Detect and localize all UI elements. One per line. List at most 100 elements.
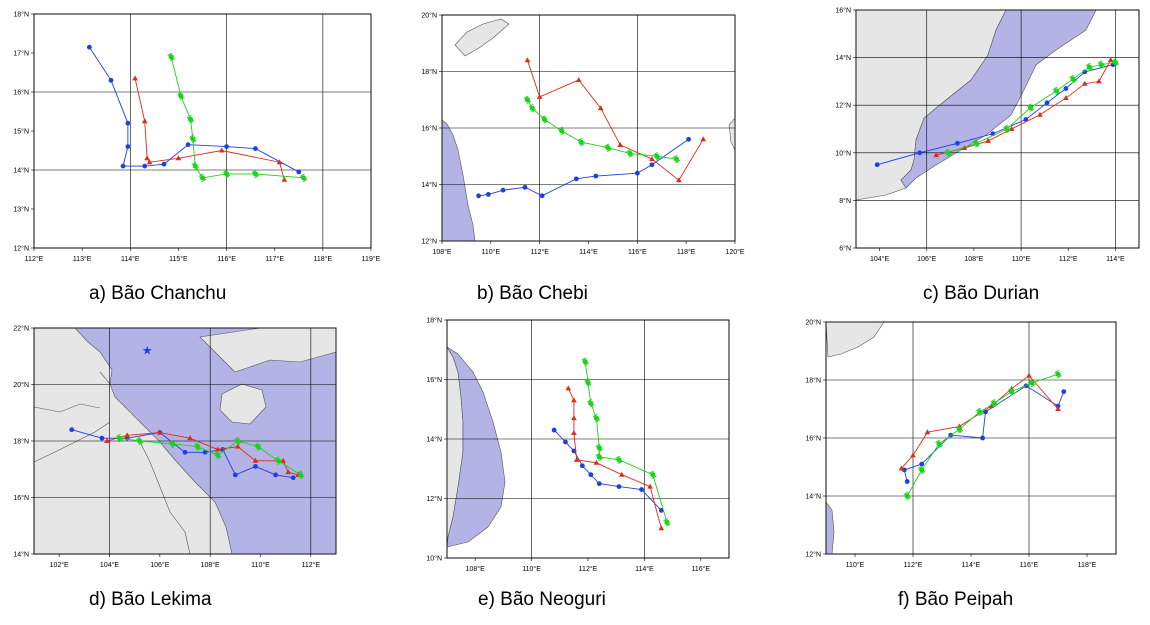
track-blue-point — [579, 463, 585, 469]
x-tick-label: 114°E — [962, 561, 981, 569]
track-blue — [478, 138, 689, 197]
track-blue-point — [273, 472, 278, 478]
y-tick-label: 12°N — [805, 551, 821, 559]
track-green-point — [178, 93, 184, 99]
track-blue-point — [1023, 117, 1029, 122]
track-red-point — [144, 155, 150, 161]
track-green-point — [137, 438, 143, 444]
map-panel-b: 108°E 110°E 112°E 114°E 116°E 118°E 120°E 12°N 1… — [421, 12, 745, 257]
track-blue-point — [161, 161, 167, 167]
x-tick-label: 110°E — [251, 561, 270, 569]
track-green-point-arm — [299, 173, 308, 182]
track-red-point — [658, 525, 665, 531]
track-red-point — [898, 465, 905, 471]
track-blue-point — [539, 193, 545, 199]
axis-labels-f: 110°E 112°E 114°E 116°E 118°E 12°N 14°N 16°N 18°… — [805, 319, 1096, 570]
track-green-point — [654, 153, 660, 159]
track-green-point-arm — [135, 436, 144, 446]
track-red-point — [280, 457, 286, 463]
axis-labels-c: 104°E 106°E 108°E 110°E 112°E 114°E 6°N 8°N 10°N… — [835, 7, 1125, 264]
map-frame-a — [33, 13, 372, 249]
track-red-point — [700, 136, 707, 142]
track-green-point — [1027, 104, 1034, 111]
track-blue-point — [202, 449, 208, 455]
track-red — [901, 375, 1059, 469]
track-green-point — [301, 175, 307, 181]
x-tick-label: 113°E — [73, 255, 92, 263]
track-blue-point — [593, 173, 599, 179]
track-blue-point — [1063, 86, 1069, 91]
track-green-point — [593, 415, 600, 421]
track-blue-point — [142, 163, 148, 169]
y-tick-label: 14°N — [426, 436, 442, 444]
track-green-point — [1029, 380, 1035, 386]
track-green-point — [169, 441, 176, 447]
x-tick-label: 118°E — [314, 255, 333, 263]
track-red-point — [235, 443, 241, 449]
x-tick-label: 108°E — [964, 255, 983, 263]
track-green-point-arm — [115, 434, 124, 443]
track-green-point — [1009, 389, 1015, 395]
caption-a: a) Bão Chanchu — [89, 283, 227, 304]
y-tick-label: 14°N — [13, 167, 29, 175]
track-blue-point — [571, 448, 577, 454]
track-green-point — [255, 444, 261, 450]
track-green-point-arm — [213, 451, 222, 460]
tracks-b — [476, 57, 707, 199]
track-green-point-arm — [557, 126, 566, 135]
track-green-point-arm — [663, 518, 671, 527]
y-tick-label: 16°N — [835, 7, 851, 15]
y-tick-label: 14°N — [421, 181, 437, 189]
y-tick-label: 16°N — [13, 89, 29, 97]
track-green-point-arm — [653, 152, 661, 161]
track-red-point — [175, 155, 182, 161]
track-blue-point — [904, 479, 910, 484]
track-blue-point — [232, 472, 238, 478]
x-tick-label: 116°E — [1020, 561, 1039, 569]
track-red-point — [187, 435, 193, 441]
track-green-point-arm — [189, 134, 197, 143]
track-blue-point — [99, 435, 105, 441]
track-red-point — [924, 429, 931, 435]
x-tick-label: 119°E — [362, 255, 381, 263]
track-blue-point — [955, 140, 960, 146]
track-green-point-arm — [222, 169, 231, 178]
track-green-point — [904, 493, 910, 499]
track-green-point-arm — [254, 442, 262, 451]
y-tick-label: 18°N — [13, 11, 29, 19]
track-green-point — [559, 128, 565, 134]
track-blue-point — [182, 449, 188, 455]
track-blue-point — [596, 481, 602, 487]
track-red-point — [214, 446, 221, 452]
y-tick-label: 16°N — [13, 494, 29, 502]
track-green-point-arm — [167, 52, 175, 61]
track-green-point-arm — [168, 439, 177, 448]
track-red-point — [933, 152, 939, 158]
track-red-point — [281, 176, 288, 182]
x-tick-label: 117°E — [265, 255, 284, 263]
track-green-point-arm — [1052, 86, 1061, 95]
track-red-point — [1081, 80, 1088, 86]
x-tick-label: 115°E — [169, 255, 188, 263]
track-blue-point — [224, 144, 229, 150]
track-green-point — [956, 426, 962, 432]
axis-labels-a: 112°E 113°E 114°E 115°E 116°E 117°E 118°E 119°E… — [13, 11, 380, 264]
track-green-point-arm — [626, 149, 634, 158]
track-green-point — [1086, 64, 1093, 70]
track-green-point-arm — [191, 162, 200, 171]
y-tick-label: 20°N — [421, 12, 437, 20]
track-blue-point — [522, 184, 528, 190]
track-green-point-arm — [528, 104, 537, 113]
track-green-point-arm — [523, 95, 532, 104]
caption-b: b) Bão Chebi — [477, 283, 588, 304]
track-red-point — [571, 430, 577, 436]
x-tick-label: 104°E — [870, 255, 889, 263]
y-tick-label: 6°N — [839, 245, 851, 253]
x-tick-label: 112°E — [302, 561, 321, 569]
land-d-border2 — [33, 421, 111, 463]
track-red-point — [619, 471, 625, 477]
track-green-point — [582, 359, 588, 365]
x-tick-label: 116°E — [217, 255, 236, 263]
track-green-point-arm — [1007, 387, 1016, 396]
track-green-point-arm — [584, 378, 592, 387]
